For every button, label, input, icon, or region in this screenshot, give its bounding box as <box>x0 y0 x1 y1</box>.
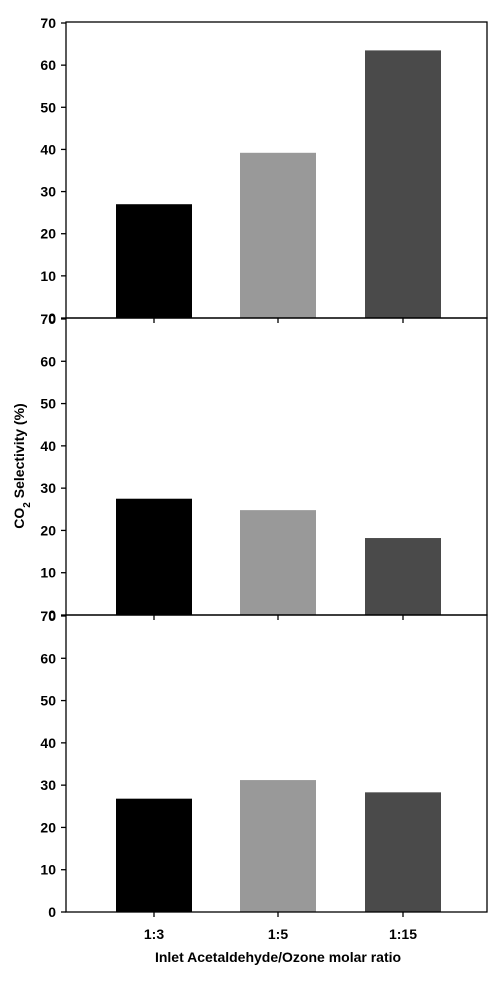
x-tick-label-1-15: 1:15 <box>389 926 417 942</box>
y-tick-label-top-70: 70 <box>40 15 56 31</box>
y-tick-label-top-50: 50 <box>40 99 56 115</box>
y-tick-label-bottom-40: 40 <box>40 735 56 751</box>
y-tick-label-bottom-70: 70 <box>40 608 56 624</box>
bar-top-1-3 <box>116 204 192 318</box>
y-tick-label-middle-20: 20 <box>40 522 56 538</box>
y-tick-label-top-30: 30 <box>40 184 56 200</box>
y-tick-label-top-10: 10 <box>40 268 56 284</box>
y-tick-label-top-0: 0 <box>48 310 56 326</box>
y-tick-label-bottom-0: 0 <box>48 904 56 920</box>
y-axis-title: CO2 Selectivity (%) <box>11 403 33 528</box>
y-tick-label-top-60: 60 <box>40 57 56 73</box>
y-tick-label-top-40: 40 <box>40 141 56 157</box>
chart-panel-middle: 0 10 20 30 40 50 60 70 <box>40 311 488 623</box>
chart-panel-bottom: 0 10 20 30 40 50 60 70 1:3 1:5 1:15 <box>40 608 488 942</box>
y-tick-label-middle-50: 50 <box>40 396 56 412</box>
y-tick-label-middle-60: 60 <box>40 353 56 369</box>
y-tick-label-top-20: 20 <box>40 226 56 242</box>
y-tick-label-middle-30: 30 <box>40 480 56 496</box>
plot-frame-bottom <box>65 614 488 913</box>
y-tick-label-bottom-60: 60 <box>40 650 56 666</box>
y-tick-label-bottom-20: 20 <box>40 819 56 835</box>
x-tick-label-1-5: 1:5 <box>268 926 288 942</box>
y-axis-title-suffix: Selectivity (%) <box>11 403 27 502</box>
bar-bottom-1-5 <box>240 780 316 912</box>
bar-bottom-1-15 <box>365 792 441 912</box>
bar-middle-1-5 <box>240 510 316 615</box>
y-tick-label-middle-70: 70 <box>40 311 56 327</box>
y-tick-label-bottom-50: 50 <box>40 693 56 709</box>
x-tick-label-1-3: 1:3 <box>144 926 164 942</box>
x-axis-title: Inlet Acetaldehyde/Ozone molar ratio <box>155 949 401 965</box>
y-tick-label-middle-10: 10 <box>40 565 56 581</box>
y-tick-label-bottom-10: 10 <box>40 862 56 878</box>
bar-top-1-5 <box>240 152 316 318</box>
bar-middle-1-3 <box>116 498 192 615</box>
y-tick-label-bottom-30: 30 <box>40 777 56 793</box>
bar-bottom-1-3 <box>116 798 192 912</box>
y-axis-title-prefix: CO <box>11 508 27 529</box>
chart-panel-top: 0 10 20 30 40 50 60 70 <box>40 15 488 326</box>
y-tick-label-middle-0: 0 <box>48 607 56 623</box>
y-tick-label-middle-40: 40 <box>40 438 56 454</box>
bar-middle-1-15 <box>365 538 441 615</box>
bar-top-1-15 <box>365 50 441 319</box>
y-axis-title-subscript: 2 <box>22 502 33 508</box>
